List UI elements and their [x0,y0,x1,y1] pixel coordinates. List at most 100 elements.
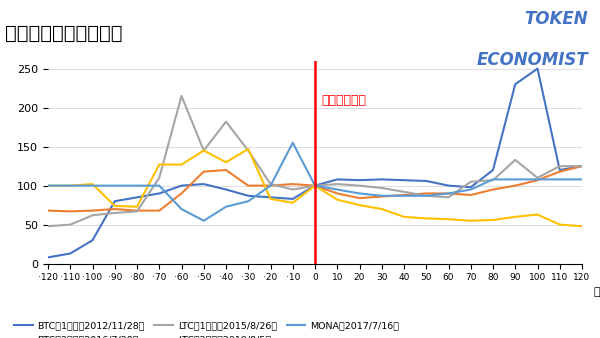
LTC第2回目（2019/8/5） [556,223,563,227]
LTC第1回目（2015/8/26） [356,184,363,188]
BTC第2回目（2016/7/28） [512,184,519,188]
LTC第2回目（2019/8/5） [245,147,252,151]
LTC第1回目（2015/8/26） [556,164,563,168]
BTC第1回目（2012/11/28） [289,197,296,201]
LTC第1回目（2015/8/26） [422,194,430,198]
BTC第1回目（2012/11/28） [155,191,163,195]
MONA（2017/7/16） [133,184,140,188]
LTC第1回目（2015/8/26） [311,184,319,188]
BTC第2回目（2016/7/28） [356,196,363,200]
LTC第1回目（2015/8/26） [133,209,140,213]
LTC第1回目（2015/8/26） [378,186,385,190]
BTC第2回目（2016/7/28） [400,193,407,197]
LTC第2回目（2019/8/5） [289,201,296,205]
MONA（2017/7/16） [67,184,74,188]
BTC第2回目（2016/7/28） [534,178,541,182]
LTC第1回目（2015/8/26） [534,176,541,180]
Text: TOKEN: TOKEN [524,10,588,28]
BTC第1回目（2012/11/28） [378,177,385,182]
BTC第1回目（2012/11/28） [111,199,118,203]
Text: 半減期の当日: 半減期の当日 [322,94,367,107]
MONA（2017/7/16） [400,194,407,198]
BTC第2回目（2016/7/28） [378,195,385,199]
BTC第1回目（2012/11/28） [133,195,140,199]
MONA（2017/7/16） [245,199,252,203]
MONA（2017/7/16） [89,184,96,188]
LTC第2回目（2019/8/5） [67,184,74,188]
BTC第1回目（2012/11/28） [178,184,185,188]
BTC第1回目（2012/11/28） [467,185,475,189]
LTC第1回目（2015/8/26） [445,195,452,199]
BTC第2回目（2016/7/28） [267,184,274,188]
BTC第2回目（2016/7/28） [311,184,319,188]
Line: BTC第2回目（2016/7/28）: BTC第2回目（2016/7/28） [48,166,582,211]
BTC第2回目（2016/7/28） [200,170,208,174]
Text: 半減期前後の価格推移: 半減期前後の価格推移 [5,24,123,43]
Line: BTC第1回目（2012/11/28）: BTC第1回目（2012/11/28） [48,69,582,258]
BTC第2回目（2016/7/28） [578,164,586,168]
BTC第1回目（2012/11/28） [422,179,430,183]
BTC第1回目（2012/11/28） [311,184,319,188]
LTC第2回目（2019/8/5） [334,198,341,202]
BTC第2回目（2016/7/28） [422,191,430,195]
Text: 日後: 日後 [593,287,600,297]
BTC第2回目（2016/7/28） [44,209,52,213]
MONA（2017/7/16） [512,177,519,182]
LTC第1回目（2015/8/26） [67,223,74,227]
LTC第1回目（2015/8/26） [178,94,185,98]
BTC第2回目（2016/7/28） [178,191,185,195]
MONA（2017/7/16） [155,184,163,188]
MONA（2017/7/16） [223,205,230,209]
LTC第2回目（2019/8/5） [578,224,586,228]
BTC第1回目（2012/11/28） [556,168,563,172]
LTC第1回目（2015/8/26） [467,180,475,184]
LTC第1回目（2015/8/26） [400,190,407,194]
BTC第2回目（2016/7/28） [490,188,497,192]
Line: LTC第1回目（2015/8/26）: LTC第1回目（2015/8/26） [48,96,582,226]
LTC第1回目（2015/8/26） [490,178,497,182]
LTC第1回目（2015/8/26） [111,211,118,215]
LTC第2回目（2019/8/5） [534,213,541,217]
LTC第1回目（2015/8/26） [334,182,341,186]
MONA（2017/7/16） [334,188,341,192]
LTC第1回目（2015/8/26） [89,213,96,217]
Line: MONA（2017/7/16）: MONA（2017/7/16） [48,143,582,221]
BTC第2回目（2016/7/28） [245,184,252,188]
Line: LTC第2回目（2019/8/5）: LTC第2回目（2019/8/5） [48,149,582,226]
LTC第2回目（2019/8/5） [490,218,497,222]
LTC第1回目（2015/8/26） [223,120,230,124]
LTC第2回目（2019/8/5） [111,204,118,208]
BTC第2回目（2016/7/28） [67,209,74,213]
LTC第1回目（2015/8/26） [245,148,252,152]
BTC第1回目（2012/11/28） [490,168,497,172]
BTC第1回目（2012/11/28） [67,251,74,256]
BTC第1回目（2012/11/28） [334,177,341,182]
LTC第2回目（2019/8/5） [356,203,363,207]
BTC第2回目（2016/7/28） [133,209,140,213]
LTC第1回目（2015/8/26） [200,148,208,152]
BTC第1回目（2012/11/28） [200,182,208,186]
LTC第1回目（2015/8/26） [155,176,163,180]
Text: ECONOMIST: ECONOMIST [476,51,588,69]
MONA（2017/7/16） [356,191,363,195]
MONA（2017/7/16） [445,191,452,195]
BTC第1回目（2012/11/28） [578,164,586,168]
LTC第2回目（2019/8/5） [200,148,208,152]
LTC第2回目（2019/8/5） [267,197,274,201]
MONA（2017/7/16） [111,184,118,188]
BTC第1回目（2012/11/28） [534,67,541,71]
BTC第2回目（2016/7/28） [334,191,341,195]
LTC第2回目（2019/8/5） [89,182,96,186]
MONA（2017/7/16） [378,194,385,198]
LTC第2回目（2019/8/5） [44,184,52,188]
BTC第2回目（2016/7/28） [289,182,296,186]
MONA（2017/7/16） [422,194,430,198]
LTC第2回目（2019/8/5） [378,207,385,211]
BTC第1回目（2012/11/28） [223,188,230,192]
LTC第2回目（2019/8/5） [311,184,319,188]
BTC第2回目（2016/7/28） [445,191,452,195]
MONA（2017/7/16） [200,219,208,223]
BTC第1回目（2012/11/28） [245,194,252,198]
MONA（2017/7/16） [311,184,319,188]
LTC第2回目（2019/8/5） [155,163,163,167]
